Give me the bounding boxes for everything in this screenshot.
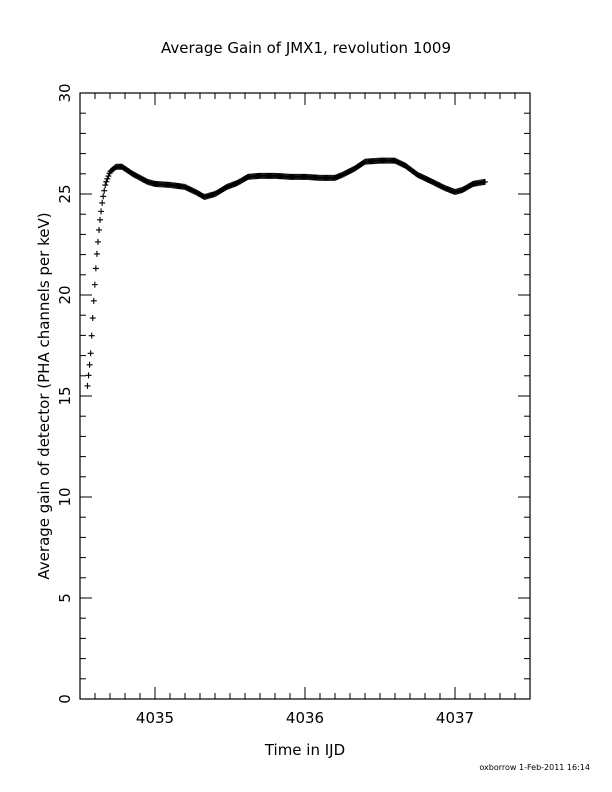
data-point <box>100 193 107 200</box>
y-tick-label: 10 <box>56 487 74 506</box>
data-point <box>102 182 109 189</box>
chart-title: Average Gain of JMX1, revolution 1009 <box>161 39 451 57</box>
y-axis-ticks <box>80 92 530 700</box>
y-axis-label: Average gain of detector (PHA channels p… <box>35 212 53 579</box>
data-point <box>103 178 110 185</box>
x-tick-label: 4035 <box>136 709 174 727</box>
data-point <box>85 372 92 379</box>
footer-credit: oxborrow 1-Feb-2011 16:14 <box>479 763 590 772</box>
x-tick-label: 4037 <box>436 709 474 727</box>
data-point <box>105 173 112 180</box>
y-axis-tick-labels: 0 5 10 15 20 25 30 <box>56 83 74 703</box>
data-markers <box>84 157 488 389</box>
data-point <box>104 175 111 182</box>
data-point <box>96 226 103 233</box>
data-point <box>84 382 91 389</box>
x-axis-ticks <box>79 93 531 699</box>
y-tick-label: 15 <box>56 386 74 405</box>
data-point <box>98 208 105 215</box>
data-point <box>86 361 93 368</box>
data-point <box>101 187 108 194</box>
y-tick-label: 30 <box>56 83 74 102</box>
y-tick-label: 25 <box>56 184 74 203</box>
x-tick-label: 4036 <box>286 709 324 727</box>
data-point <box>87 350 94 357</box>
data-point <box>91 281 98 288</box>
data-point <box>88 332 95 339</box>
data-point <box>97 216 104 223</box>
data-point <box>482 178 488 185</box>
data-point <box>89 315 96 322</box>
data-point <box>90 297 97 304</box>
y-tick-label: 0 <box>56 694 74 704</box>
data-point <box>93 250 100 257</box>
data-point <box>94 238 101 245</box>
x-axis-label: Time in IJD <box>264 741 345 759</box>
data-point <box>99 199 106 206</box>
y-tick-label: 20 <box>56 285 74 304</box>
x-axis-tick-labels: 4035 4036 4037 <box>136 709 474 727</box>
y-tick-label: 5 <box>56 593 74 603</box>
data-point <box>92 265 99 272</box>
